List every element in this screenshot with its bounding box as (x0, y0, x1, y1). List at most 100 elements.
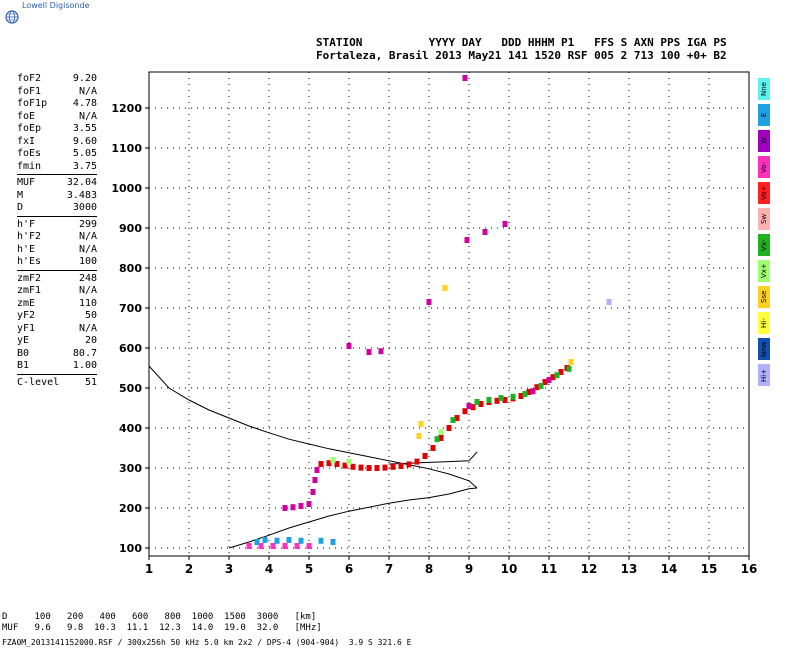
echo-point (326, 460, 332, 467)
param-row: yF1 N/A (17, 323, 97, 335)
legend-item: Nnw (758, 338, 770, 360)
echo-point (318, 537, 324, 544)
echo-point (568, 359, 574, 365)
param-key: D (17, 202, 24, 213)
param-value: 80.7 (72, 347, 97, 359)
x-tick-label: 6 (345, 562, 353, 576)
footer-info: FZA0M_2013141152000.RSF / 300x256h 50 kH… (2, 638, 412, 647)
param-row: fmin 3.75 (17, 161, 97, 173)
profile-line (228, 487, 478, 549)
legend-item: Vx- (758, 234, 770, 256)
echo-point (486, 397, 492, 403)
x-tick-label: 3 (225, 562, 233, 576)
param-value: 50 (84, 310, 97, 321)
logo-text: Lowell Digisonde (22, 1, 90, 10)
echo-point (350, 463, 356, 470)
echo-point (282, 543, 288, 549)
echo-point (450, 417, 456, 423)
x-tick-label: 4 (265, 562, 273, 576)
param-key: h'E (17, 243, 36, 255)
y-tick-label: 500 (119, 382, 142, 395)
param-key: h'F (17, 218, 36, 230)
x-tick-label: 16 (741, 562, 758, 576)
param-key: fxI (17, 135, 36, 147)
param-row: fxI 9.60 (17, 136, 97, 148)
param-row: D 3000 (17, 202, 97, 214)
echo-point (454, 415, 460, 421)
param-value: N/A (78, 85, 97, 97)
echo-point (558, 369, 564, 375)
param-row: zmF2 248 (17, 273, 97, 285)
param-key: foF2 (17, 73, 42, 84)
y-tick-label: 600 (119, 342, 142, 355)
echo-point (390, 463, 396, 470)
echo-point (314, 467, 320, 473)
echo-point (470, 404, 476, 411)
x-tick-label: 8 (425, 562, 433, 576)
param-value: 248 (78, 272, 97, 284)
echo-point (442, 285, 448, 291)
echo-point (474, 399, 480, 405)
echo-point (550, 374, 556, 381)
echo-point (464, 237, 470, 243)
y-tick-label: 1200 (111, 102, 142, 115)
param-row: M 3.483 (17, 190, 97, 202)
x-tick-label: 12 (581, 562, 598, 576)
param-row: foEs 5.05 (17, 148, 97, 160)
echo-point (554, 372, 560, 379)
echo-point (298, 503, 304, 509)
echo-point (310, 489, 316, 495)
echo-point (502, 221, 508, 227)
echo-point (538, 383, 544, 389)
param-row: h'E N/A (17, 244, 97, 256)
echo-point (606, 299, 612, 305)
param-row: foE N/A (17, 111, 97, 123)
param-row: B1 1.00 (17, 360, 97, 372)
param-row: h'F2 N/A (17, 231, 97, 243)
x-tick-label: 7 (385, 562, 393, 576)
param-key: foEp (17, 123, 42, 134)
param-row: zmE 110 (17, 298, 97, 310)
echo-point (426, 299, 432, 305)
echo-point (282, 505, 288, 511)
param-row: C-level 51 (17, 377, 97, 389)
echo-point (312, 477, 318, 483)
echo-point (342, 462, 348, 469)
legend-item: E (758, 104, 770, 126)
echo-point (346, 343, 352, 349)
echo-point (502, 397, 508, 403)
echo-point (462, 408, 468, 415)
legend-item: Nne (758, 78, 770, 100)
legend-item: Vo+ (758, 182, 770, 204)
param-value: 3000 (72, 202, 97, 213)
param-value: 100 (78, 256, 97, 267)
y-tick-label: 800 (119, 262, 142, 275)
echo-point (258, 543, 264, 549)
param-key: M (17, 189, 24, 201)
param-separator (17, 373, 97, 375)
x-tick-label: 1 (145, 562, 153, 576)
echo-point (422, 453, 428, 459)
param-separator (17, 215, 97, 217)
echo-point (334, 461, 340, 467)
param-row: foF1p 4.78 (17, 98, 97, 110)
echo-point (378, 348, 384, 355)
param-value: N/A (78, 110, 97, 122)
param-separator (17, 269, 97, 271)
echo-point (522, 391, 528, 397)
param-value: 9.20 (72, 73, 97, 84)
param-separator (17, 174, 97, 175)
echo-point (330, 539, 336, 545)
param-key: h'Es (17, 256, 42, 267)
echo-point (294, 543, 300, 549)
param-key: foF1p (17, 98, 48, 109)
param-key: yE (17, 335, 30, 346)
echo-point (438, 429, 444, 435)
param-row: foF1 N/A (17, 86, 97, 98)
echo-point (478, 401, 484, 407)
echo-point (414, 458, 420, 465)
param-key: MUF (17, 177, 36, 188)
x-tick-label: 15 (701, 562, 718, 576)
param-key: foEs (17, 148, 42, 159)
echo-point (416, 433, 422, 439)
